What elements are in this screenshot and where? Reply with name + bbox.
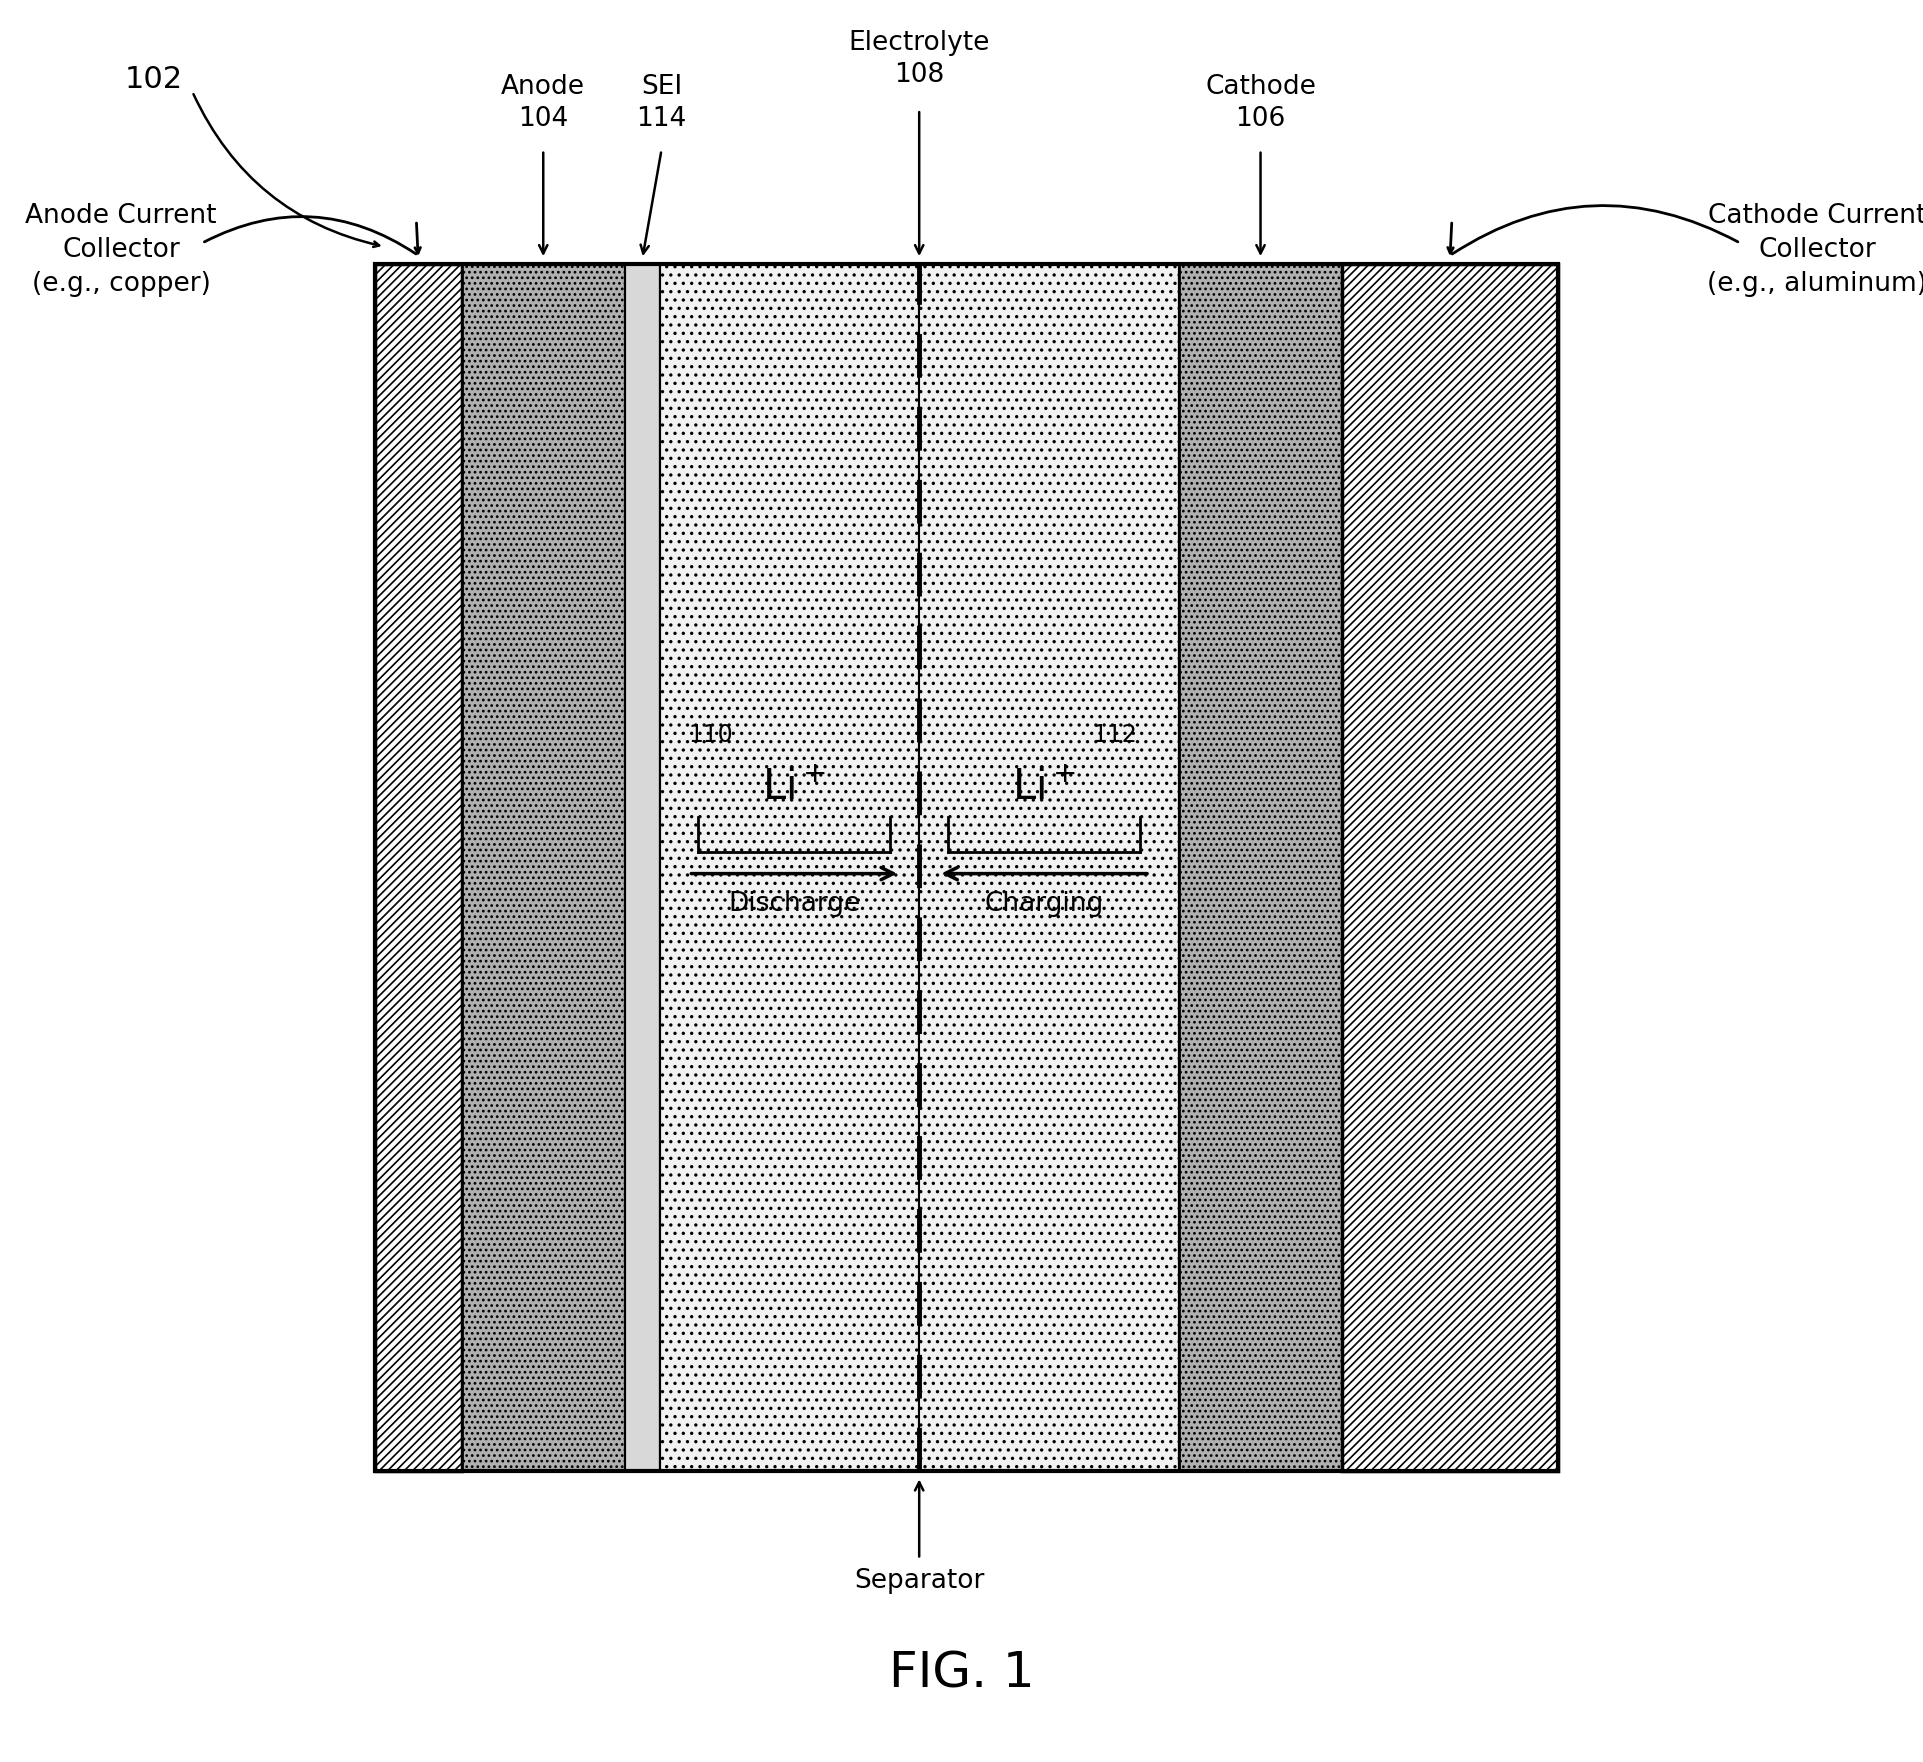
Text: Discharge: Discharge: [729, 892, 860, 918]
Text: Anode Current
Collector
(e.g., copper): Anode Current Collector (e.g., copper): [25, 203, 217, 296]
Text: Cathode
106: Cathode 106: [1206, 74, 1315, 132]
Bar: [375, 264, 462, 1471]
Text: Cathode Current
Collector
(e.g., aluminum): Cathode Current Collector (e.g., aluminu…: [1708, 203, 1923, 296]
Text: FIG. 1: FIG. 1: [888, 1649, 1035, 1699]
Text: Electrolyte
108: Electrolyte 108: [848, 30, 990, 88]
Text: SEI
114: SEI 114: [637, 74, 687, 132]
Bar: [919, 264, 1179, 1471]
Bar: [1179, 264, 1342, 1471]
Text: 110: 110: [688, 722, 733, 747]
Bar: [462, 264, 625, 1471]
Text: 112: 112: [1092, 722, 1136, 747]
Text: Charging: Charging: [985, 892, 1104, 918]
Bar: [660, 264, 919, 1471]
Bar: [625, 264, 660, 1471]
Text: Li$^+$: Li$^+$: [1011, 766, 1077, 809]
Bar: [375, 264, 1558, 1471]
Text: Li$^+$: Li$^+$: [762, 766, 827, 809]
Text: 102: 102: [125, 65, 183, 93]
Text: Separator: Separator: [854, 1568, 985, 1595]
Text: Anode
104: Anode 104: [502, 74, 585, 132]
Bar: [1342, 264, 1558, 1471]
